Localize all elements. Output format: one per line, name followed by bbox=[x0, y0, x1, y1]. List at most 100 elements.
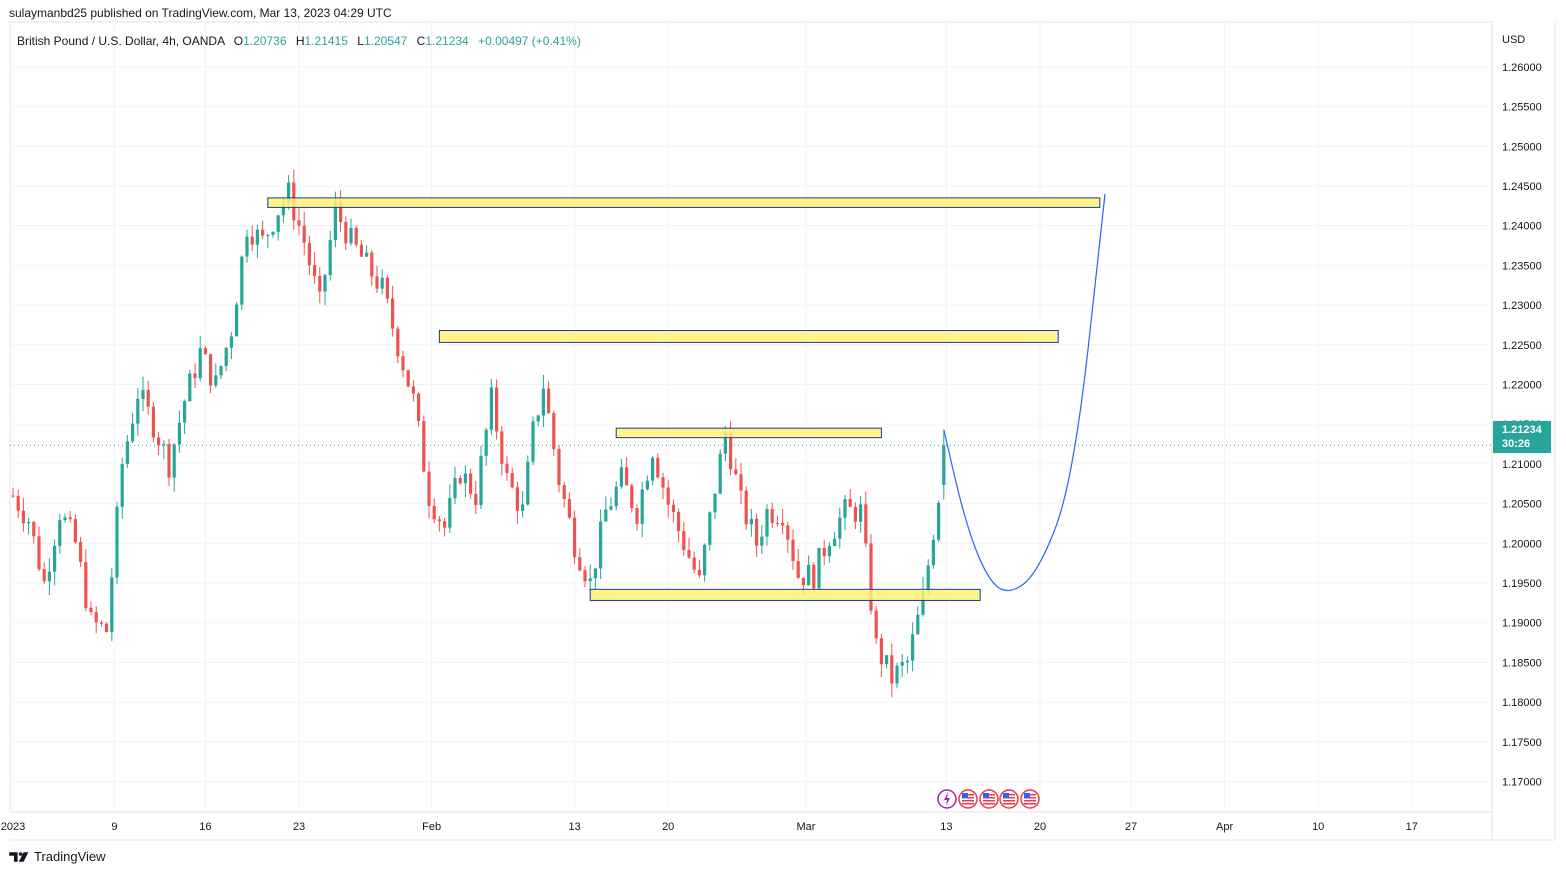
candle-body bbox=[458, 477, 462, 484]
candle-body bbox=[344, 221, 348, 244]
candle-body bbox=[703, 544, 707, 576]
candle-body bbox=[432, 505, 436, 520]
candle-body bbox=[583, 570, 587, 582]
candle-body bbox=[760, 536, 764, 546]
candle-body bbox=[942, 445, 946, 485]
price-tick-label: 1.23500 bbox=[1502, 260, 1542, 272]
candle-body bbox=[838, 517, 842, 539]
candle-body bbox=[136, 398, 140, 424]
candle-body bbox=[879, 638, 883, 665]
candle-body bbox=[687, 550, 691, 558]
candle-body bbox=[739, 474, 743, 491]
candle-body bbox=[469, 473, 473, 494]
candle-body bbox=[905, 660, 909, 663]
price-tick-label: 1.20000 bbox=[1502, 538, 1542, 550]
candle-body bbox=[99, 622, 103, 624]
candle-body bbox=[677, 512, 681, 532]
ohlc-legend: British Pound / U.S. Dollar, 4h, OANDA O… bbox=[17, 34, 581, 48]
candle-body bbox=[645, 480, 649, 490]
time-tick-label: 16 bbox=[199, 821, 211, 833]
candle-body bbox=[578, 557, 582, 571]
candle-body bbox=[713, 493, 717, 513]
candle-body bbox=[198, 348, 202, 379]
candle-body bbox=[37, 536, 41, 570]
candle-body bbox=[718, 453, 722, 494]
candle-body bbox=[463, 473, 467, 484]
candle-body bbox=[214, 375, 218, 386]
current-price-badge: 1.21234 30:26 bbox=[1493, 421, 1551, 453]
price-tick-label: 1.18500 bbox=[1502, 657, 1542, 669]
us-flag-event-icon[interactable] bbox=[999, 789, 1019, 809]
candle-body bbox=[661, 477, 665, 488]
candle-body bbox=[453, 477, 457, 499]
candle-body bbox=[375, 276, 379, 289]
publisher-line: sulaymanbd25 published on TradingView.co… bbox=[9, 6, 392, 20]
candle-body bbox=[235, 304, 239, 337]
candle-body bbox=[781, 522, 785, 526]
candle-body bbox=[895, 665, 899, 684]
candle-body bbox=[380, 277, 384, 289]
candle-body bbox=[484, 429, 488, 456]
candle-body bbox=[167, 444, 171, 478]
candle-body bbox=[349, 227, 353, 244]
candle-body bbox=[183, 401, 187, 423]
candle-body bbox=[359, 244, 363, 257]
candle-body bbox=[302, 225, 306, 243]
candle-body bbox=[749, 518, 753, 525]
candle-body bbox=[224, 347, 228, 367]
time-tick-label: 13 bbox=[568, 821, 580, 833]
candle-body bbox=[791, 539, 795, 562]
candle-body bbox=[765, 509, 769, 537]
candle-body bbox=[110, 577, 114, 632]
footer-brand: TradingView bbox=[34, 849, 106, 864]
candle-body bbox=[729, 432, 733, 470]
time-tick-label: 9 bbox=[111, 821, 117, 833]
candle-body bbox=[573, 517, 577, 558]
low-value: 1.20547 bbox=[363, 34, 408, 48]
low-label: L bbox=[357, 34, 364, 48]
open-label: O bbox=[233, 34, 244, 48]
earnings-event-icon[interactable] bbox=[937, 789, 957, 809]
candle-body bbox=[63, 517, 67, 521]
time-tick-label: Mar bbox=[797, 821, 816, 833]
candle-body bbox=[162, 444, 166, 446]
candle-body bbox=[495, 387, 499, 432]
candle-body bbox=[723, 432, 727, 454]
candle-body bbox=[916, 614, 920, 635]
price-tick-label: 1.21000 bbox=[1502, 459, 1542, 471]
candle-body bbox=[365, 252, 369, 257]
price-tick-label: 1.23000 bbox=[1502, 300, 1542, 312]
candle-body bbox=[281, 203, 285, 216]
us-flag-event-icon[interactable] bbox=[979, 789, 999, 809]
price-tick-label: 1.22000 bbox=[1502, 379, 1542, 391]
currency-label: USD bbox=[1502, 34, 1526, 46]
candle-body bbox=[105, 623, 109, 632]
candle-body bbox=[588, 578, 592, 582]
candle-body bbox=[177, 422, 181, 445]
candle-body bbox=[619, 467, 623, 487]
candle-body bbox=[853, 506, 857, 522]
candle-body bbox=[843, 499, 847, 518]
us-flag-event-icon[interactable] bbox=[958, 789, 978, 809]
candle-body bbox=[651, 457, 655, 481]
candle-body bbox=[666, 487, 670, 505]
candle-body bbox=[385, 277, 389, 299]
candle-body bbox=[479, 455, 483, 506]
us-flag-event-icon[interactable] bbox=[1020, 789, 1040, 809]
candle-body bbox=[869, 543, 873, 611]
candle-body bbox=[536, 415, 540, 422]
candle-body bbox=[146, 389, 150, 407]
candle-body bbox=[32, 521, 36, 537]
close-value: 1.21234 bbox=[425, 34, 469, 48]
price-zone bbox=[438, 329, 1059, 343]
tradingview-footer[interactable]: TradingView bbox=[9, 849, 106, 864]
candle-body bbox=[89, 607, 93, 613]
candle-body bbox=[396, 328, 400, 357]
candle-body bbox=[141, 389, 145, 399]
candle-body bbox=[770, 509, 774, 523]
candle-body bbox=[489, 387, 493, 430]
candle-body bbox=[131, 423, 135, 442]
time-tick-label: 20 bbox=[1034, 821, 1046, 833]
